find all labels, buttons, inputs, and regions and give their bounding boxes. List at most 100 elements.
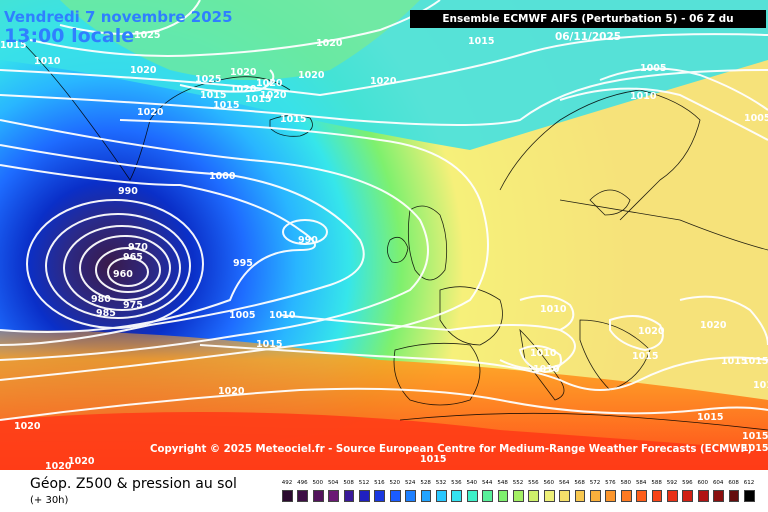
isobar-995 — [0, 144, 365, 346]
isobar-1020d — [679, 295, 768, 346]
isobar-label: 1015 — [632, 351, 658, 362]
italy — [519, 328, 565, 401]
copyright-notice: Copyright © 2025 Meteociel.fr - Source E… — [150, 444, 753, 455]
isobar-label: 1000 — [209, 171, 236, 182]
scale-label: 512 — [358, 480, 370, 486]
baltic — [589, 189, 631, 216]
valid-time-block: Vendredi 7 novembre 2025 13:00 locale — [4, 10, 233, 46]
isobar-label: 1020 — [260, 90, 287, 101]
isobar-label: 1025 — [195, 74, 221, 85]
forecast-map: 1015 1025 1010 1020 1020 1020 1020 1015 … — [0, 0, 768, 470]
scale-swatch — [497, 490, 509, 502]
isobar-1010 — [0, 69, 768, 126]
isobar-1000 — [0, 119, 429, 361]
isobar-1010b — [279, 314, 576, 370]
isobar-label: 1020 — [230, 67, 257, 78]
isobar-1025 — [59, 0, 201, 35]
isobar-label: 1005 — [229, 310, 255, 321]
isobar-label: 1020 — [218, 386, 245, 397]
eastern-europe — [559, 199, 768, 251]
scale-label: 568 — [574, 480, 585, 486]
scale-label: 584 — [635, 480, 647, 486]
isobar-1020b — [0, 387, 768, 421]
isobar-1020 — [29, 0, 441, 57]
isobar-label: 1015 — [200, 90, 226, 101]
scale-swatch — [713, 490, 724, 502]
isobar-label: 985 — [96, 308, 116, 319]
isobar-label: 1010 — [530, 348, 557, 359]
scale-label: 580 — [620, 480, 632, 486]
scale-label: 540 — [466, 480, 478, 486]
british-isles — [407, 205, 448, 281]
isobar-label: 1015 — [742, 443, 768, 454]
isobar-990 — [0, 164, 316, 333]
scale-label: 520 — [389, 480, 401, 486]
scale-label: 500 — [312, 480, 324, 486]
scale-swatch — [605, 490, 617, 502]
isobar-label: 975 — [123, 300, 143, 311]
isobar-1005 — [0, 119, 489, 381]
isobar-label: 1020 — [700, 320, 727, 331]
scale-swatch — [559, 490, 570, 502]
scale-swatch — [343, 490, 355, 502]
isobar-label: 1005 — [640, 63, 666, 74]
scale-label: 508 — [343, 480, 354, 486]
isobars — [0, 0, 768, 420]
scale-label: 564 — [558, 480, 570, 486]
isobar-label: 980 — [91, 294, 111, 305]
isobar-label: 1015 — [721, 356, 747, 367]
isobar-label: 960 — [113, 269, 133, 280]
scale-swatch — [436, 490, 447, 502]
north-africa — [399, 412, 768, 431]
isobar-label: 1020 — [68, 456, 95, 467]
scale-swatch — [667, 490, 678, 502]
scale-label: 528 — [420, 480, 431, 486]
legend-footer: Géop. Z500 & pression au sol (+ 30h) 492… — [0, 470, 768, 512]
isobar-label: 1015 — [245, 94, 271, 105]
isobar-label: 990 — [118, 186, 138, 197]
scale-label: 600 — [697, 480, 709, 486]
isobar-label: 1015 — [468, 36, 494, 47]
scale-label: 552 — [512, 480, 524, 486]
scale-swatch — [744, 490, 755, 502]
isobar-label: 1020 — [316, 38, 343, 49]
isobar-label: 990 — [298, 235, 318, 246]
scale-swatch — [620, 490, 632, 502]
valid-date-label: Vendredi 7 novembre 2025 — [4, 8, 233, 26]
isobar-1005b — [599, 67, 768, 111]
iceland-coast — [269, 115, 313, 137]
isobar-label: 1015 — [742, 431, 768, 442]
scale-swatch — [374, 490, 386, 502]
ireland — [387, 236, 409, 263]
scale-label: 604 — [712, 480, 724, 486]
field-title: Géop. Z500 & pression au sol — [30, 476, 237, 492]
france — [439, 286, 503, 346]
scale-label: 592 — [666, 480, 678, 486]
isobar-label: 1020 — [638, 326, 665, 337]
isobar-label: 1005 — [744, 113, 768, 124]
scale-label: 560 — [543, 480, 555, 486]
scale-swatch — [312, 490, 324, 502]
isobar-1010e — [559, 87, 768, 141]
isobar-label: 1015 — [0, 40, 26, 51]
isobar-label: 995 — [233, 258, 253, 269]
scale-label: 588 — [651, 480, 662, 486]
scale-swatch — [420, 490, 432, 502]
isobar-label: 965 — [123, 252, 143, 263]
scale-swatch — [636, 490, 647, 502]
isobar-label: 1015 — [213, 100, 239, 111]
isobar-label: 1020 — [298, 70, 325, 81]
isobar-label: 1015 — [256, 339, 282, 350]
scale-label: 572 — [589, 480, 601, 486]
scale-swatch — [651, 490, 663, 502]
isobar-label: 1020 — [130, 65, 157, 76]
isobar-label: 1010 — [630, 91, 657, 102]
isobar-1025b — [179, 69, 275, 93]
scale-swatch — [482, 490, 493, 502]
isobar-1015b — [199, 344, 768, 391]
scale-swatch — [574, 490, 586, 502]
scale-swatch — [682, 490, 694, 502]
scale-swatch — [697, 490, 709, 502]
isobar-label: 1010 — [34, 56, 61, 67]
scale-label: 576 — [605, 480, 616, 486]
